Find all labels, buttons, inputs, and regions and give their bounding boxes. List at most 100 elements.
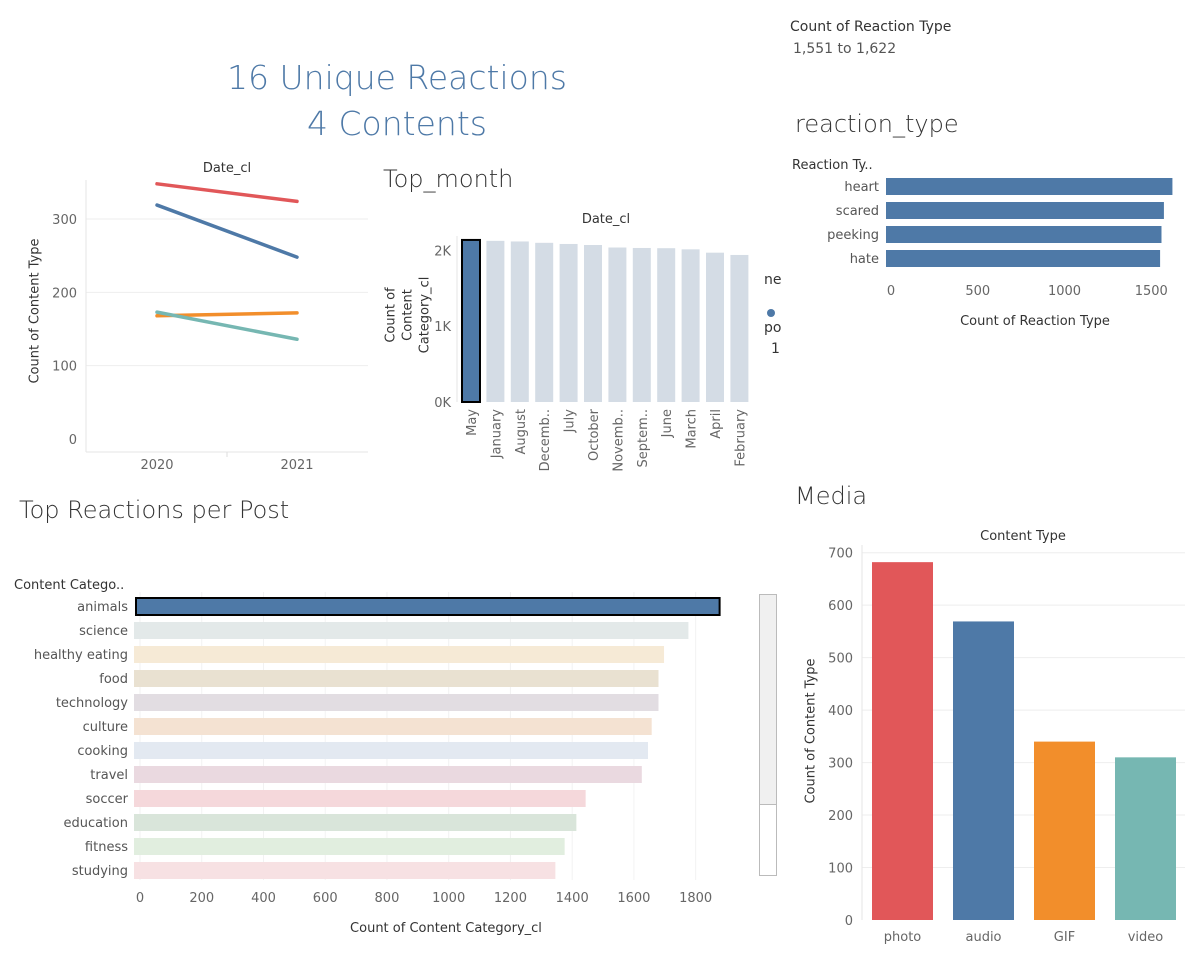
reaction-type-title: reaction_type xyxy=(795,110,959,138)
clipped-legend-dot-icon xyxy=(767,309,775,317)
media-bar-video xyxy=(1115,757,1176,920)
top-reactions-label: education xyxy=(63,816,128,831)
media-bar-gif xyxy=(1034,741,1095,920)
media-header: Content Type xyxy=(980,529,1066,544)
top-reactions-label: fitness xyxy=(85,840,128,855)
top-month-x-tick: April xyxy=(709,409,724,439)
top-reactions-bar-food xyxy=(134,670,659,687)
top-month-bar-decemb xyxy=(535,242,554,402)
clipped-legend-text-1: ne xyxy=(764,272,782,288)
top-reactions-x-tick: 1400 xyxy=(556,891,589,906)
reaction-type-label: scared xyxy=(836,204,879,219)
top-month-x-tick: July xyxy=(563,409,578,434)
scrollbar-thumb[interactable] xyxy=(760,595,776,805)
media-y-tick: 0 xyxy=(845,914,853,929)
reaction-count-legend-title: Count of Reaction Type xyxy=(790,19,952,35)
top-reactions-header: Content Catego.. xyxy=(14,578,124,593)
top-reactions-bar-studying xyxy=(134,862,556,879)
line-chart-y-tick: 0 xyxy=(69,433,77,448)
media-x-tick: audio xyxy=(965,930,1001,945)
media-y-tick: 400 xyxy=(828,704,853,719)
line-series-1 xyxy=(155,203,299,259)
top-month-x-tick: Decemb.. xyxy=(538,409,553,471)
top-month-bar-january xyxy=(486,240,505,402)
top-reactions-x-tick: 1000 xyxy=(432,891,465,906)
line-series-3 xyxy=(155,310,299,342)
reaction-type-x-tick: 0 xyxy=(887,284,895,299)
line-series-0 xyxy=(155,182,299,204)
line-chart-x-tick: 2020 xyxy=(140,458,173,473)
top-reactions-x-tick: 600 xyxy=(313,891,338,906)
line-chart-header: Date_cl xyxy=(203,161,251,176)
reaction-type-bar-scared xyxy=(886,202,1164,219)
line-chart-y-tick: 200 xyxy=(52,286,77,301)
media-y-tick: 700 xyxy=(828,547,853,562)
reaction-type-label: peeking xyxy=(827,228,879,243)
top-month-bar-septem xyxy=(632,247,651,402)
reaction-type-x-tick: 1000 xyxy=(1048,284,1081,299)
top-month-x-tick: Novemb.. xyxy=(611,409,626,472)
top-month-x-tick: Septem.. xyxy=(636,409,651,468)
top-reactions-label: travel xyxy=(90,768,128,783)
top-month-y-tick: 1K xyxy=(434,320,451,335)
scrollbar-track[interactable] xyxy=(759,594,777,876)
top-month-x-tick: February xyxy=(733,409,748,467)
line-chart-x-tick: 2021 xyxy=(280,458,313,473)
media-x-tick: video xyxy=(1128,930,1164,945)
top-reactions-label: food xyxy=(99,672,128,687)
clipped-legend-text-2: po xyxy=(764,320,782,336)
top-month-y-tick: 2K xyxy=(434,244,451,259)
top-month-x-tick: March xyxy=(685,409,700,449)
top-reactions-x-axis-title: Count of Content Category_cl xyxy=(350,921,542,936)
top-reactions-x-tick: 1200 xyxy=(494,891,527,906)
reaction-type-x-tick: 1500 xyxy=(1135,284,1168,299)
reaction-type-bar-hate xyxy=(886,250,1161,267)
top-reactions-title: Top Reactions per Post xyxy=(19,496,290,524)
top-reactions-x-tick: 200 xyxy=(189,891,214,906)
top-reactions-bar-technology xyxy=(134,694,659,711)
top-reactions-bar-travel xyxy=(134,766,642,783)
top-month-title: Top_month xyxy=(383,165,514,193)
media-bar-photo xyxy=(872,562,933,920)
line-chart-y-tick: 100 xyxy=(52,360,77,375)
top-reactions-bar-soccer xyxy=(134,790,586,807)
top-reactions-x-tick: 1600 xyxy=(617,891,650,906)
kpi-line-2: 4 Contents xyxy=(307,104,487,143)
media-bar-audio xyxy=(953,621,1014,920)
top-reactions-bar-cooking xyxy=(134,742,648,759)
top-month-x-tick: October xyxy=(587,408,602,461)
reaction-type-x-tick: 500 xyxy=(965,284,990,299)
top-month-x-tick: May xyxy=(465,409,480,436)
media-y-tick: 500 xyxy=(828,652,853,667)
top-reactions-bar-science xyxy=(134,622,689,639)
top-reactions-label: animals xyxy=(77,600,128,615)
top-month-y-tick: 0K xyxy=(434,396,451,411)
kpi-line-1: 16 Unique Reactions xyxy=(227,58,567,97)
media-x-tick: photo xyxy=(884,930,922,945)
reaction-type-bar-peeking xyxy=(886,226,1162,243)
top-reactions-label: studying xyxy=(72,864,128,879)
top-reactions-label: technology xyxy=(56,696,128,711)
top-reactions-label: cooking xyxy=(77,744,128,759)
top-reactions-label: culture xyxy=(83,720,128,735)
top-reactions-x-tick: 800 xyxy=(375,891,400,906)
media-y-tick: 100 xyxy=(828,862,853,877)
media-y-tick: 600 xyxy=(828,599,853,614)
top-reactions-label: healthy eating xyxy=(34,648,128,663)
top-reactions-label: science xyxy=(79,624,128,639)
top-month-bar-april xyxy=(706,252,724,402)
top-month-x-tick: January xyxy=(489,409,504,460)
top-month-bar-july xyxy=(559,243,578,402)
reaction-count-legend-range: 1,551 to 1,622 xyxy=(793,41,897,57)
reaction-type-bar-heart xyxy=(886,178,1173,195)
media-y-tick: 200 xyxy=(828,809,853,824)
top-month-bar-june xyxy=(657,248,676,402)
top-month-header: Date_cl xyxy=(582,212,630,227)
clipped-legend-text-3: 1 xyxy=(771,341,780,357)
line-chart-y-tick: 300 xyxy=(52,213,77,228)
top-month-bar-august xyxy=(510,241,529,402)
